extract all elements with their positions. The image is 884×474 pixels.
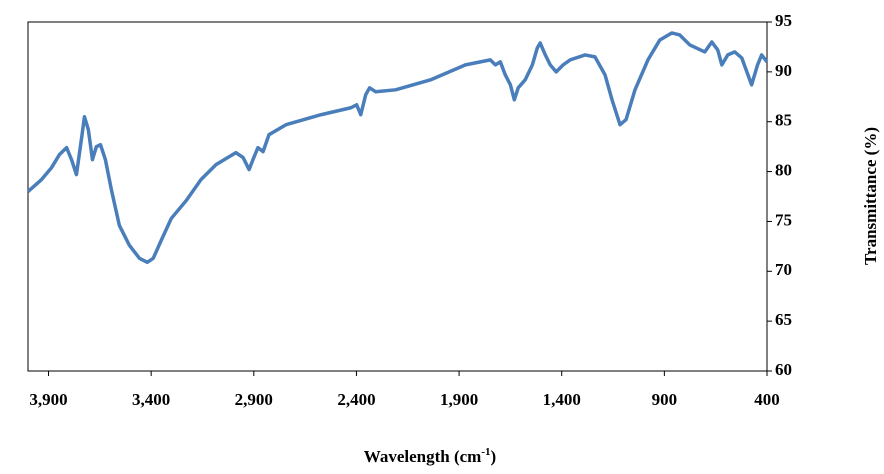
x-axis-label: Wavelength (cm-1) bbox=[364, 446, 496, 466]
data-line bbox=[26, 31, 769, 265]
y-tick-label: 70 bbox=[775, 260, 792, 279]
y-axis-label: Transmittance (%) bbox=[861, 127, 880, 265]
y-tick-label: 95 bbox=[775, 11, 792, 30]
y-tick-label: 80 bbox=[775, 160, 792, 179]
x-tick-label: 1,400 bbox=[543, 390, 581, 409]
y-tick-label: 75 bbox=[775, 210, 792, 229]
plot-frame bbox=[27, 21, 768, 372]
y-tick-label: 65 bbox=[775, 310, 792, 329]
x-tick-label: 2,400 bbox=[337, 390, 375, 409]
y-tick-label: 90 bbox=[775, 61, 792, 80]
x-label-sup: -1 bbox=[481, 446, 490, 458]
y-tick-label: 85 bbox=[775, 111, 792, 130]
x-label-end: ) bbox=[491, 447, 497, 466]
x-label-text: Wavelength (cm bbox=[364, 447, 482, 466]
x-tick-label: 3,900 bbox=[29, 390, 67, 409]
y-tick-label: 60 bbox=[775, 360, 792, 379]
x-tick-label: 3,400 bbox=[132, 390, 170, 409]
x-tick-label: 1,900 bbox=[440, 390, 478, 409]
x-tick-label: 900 bbox=[652, 390, 678, 409]
x-tick-label: 2,900 bbox=[235, 390, 273, 409]
x-tick-label: 400 bbox=[754, 390, 780, 409]
